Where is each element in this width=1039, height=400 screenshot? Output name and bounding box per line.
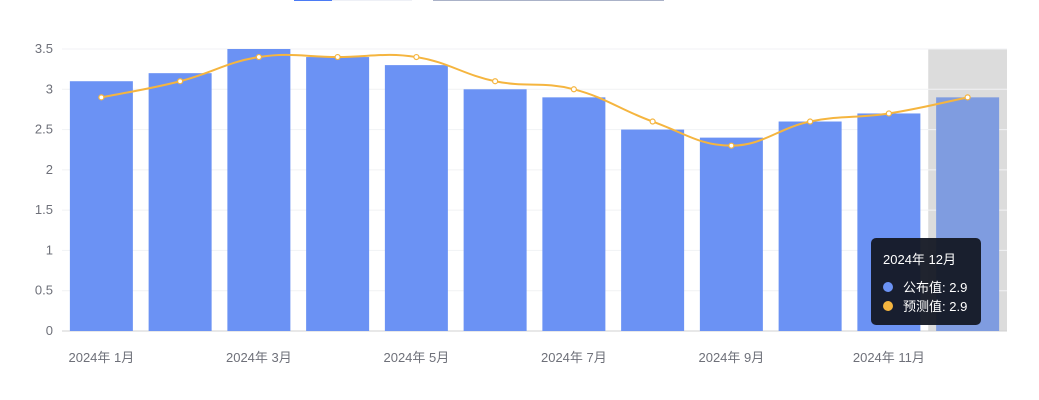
y-tick-label: 2.5 xyxy=(35,122,53,137)
x-tick-label: 2024年 1月 xyxy=(68,350,134,365)
legend-scroll-bar[interactable] xyxy=(433,0,664,1)
y-tick-label: 2 xyxy=(46,162,53,177)
bar-published xyxy=(384,65,448,331)
x-tick-label: 2024年 9月 xyxy=(698,350,764,365)
x-tick-label: 2024年 7月 xyxy=(541,350,607,365)
forecast-point xyxy=(492,78,499,85)
forecast-point xyxy=(98,94,105,101)
bar-published xyxy=(69,81,133,331)
forecast-point xyxy=(255,53,262,61)
tooltip-row-forecast: 预测值: 2.9 xyxy=(883,296,969,315)
y-tick-label: 3.5 xyxy=(35,41,53,56)
tooltip-label: 公布值: 2.9 xyxy=(903,280,968,295)
forecast-point xyxy=(964,94,971,101)
bar-published xyxy=(148,73,212,332)
tooltip-title: 2024年 12月 xyxy=(883,252,956,267)
forecast-point xyxy=(334,53,341,61)
y-tick-label: 1.5 xyxy=(35,202,53,217)
legend-scroll-indicator[interactable] xyxy=(294,0,332,1)
y-tick-label: 0 xyxy=(46,323,53,338)
legend-scroll-track[interactable] xyxy=(332,0,412,1)
y-tick-label: 0.5 xyxy=(35,283,53,298)
tooltip-label: 预测值: 2.9 xyxy=(903,299,968,314)
bar-published xyxy=(463,89,527,332)
forecast-dot-icon xyxy=(883,300,893,311)
x-tick-label: 2024年 3月 xyxy=(226,350,292,365)
bar-published xyxy=(227,49,291,331)
forecast-point xyxy=(885,110,892,117)
forecast-point xyxy=(570,86,577,93)
x-tick-label: 2024年 5月 xyxy=(383,350,449,365)
tooltip-row-published: 公布值: 2.9 xyxy=(883,277,969,296)
forecast-point xyxy=(413,53,420,61)
y-tick-label: 3 xyxy=(46,81,53,96)
bar-published xyxy=(621,129,685,331)
forecast-point xyxy=(649,118,656,125)
forecast-point xyxy=(728,142,735,149)
y-tick-label: 1 xyxy=(46,242,53,257)
bar-published xyxy=(778,121,842,331)
tooltip: 2024年 12月 公布值: 2.9 预测值: 2.9 xyxy=(871,238,981,325)
bar-published xyxy=(542,97,606,331)
forecast-point xyxy=(807,118,814,125)
bar-published xyxy=(306,57,370,332)
published-dot-icon xyxy=(883,281,893,292)
bar-published xyxy=(699,137,763,331)
x-tick-label: 2024年 11月 xyxy=(853,350,925,365)
forecast-point xyxy=(177,78,184,85)
